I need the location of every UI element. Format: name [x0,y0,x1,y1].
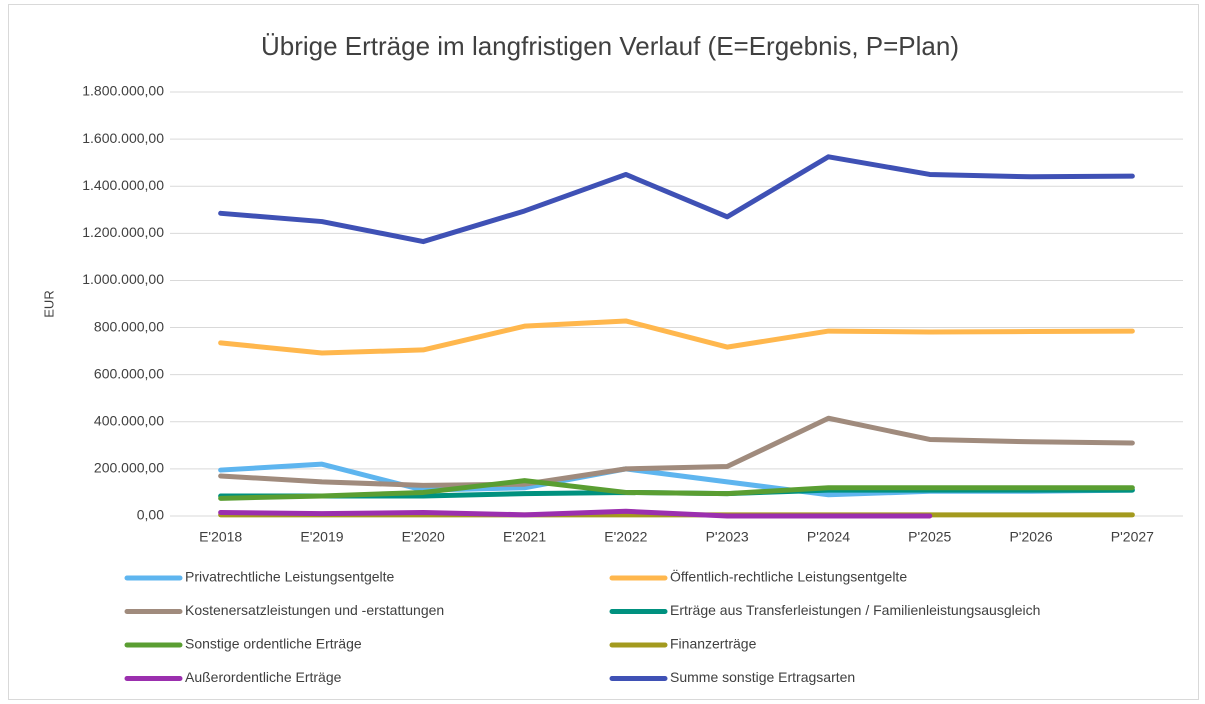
series-line [218,508,933,519]
legend-label: Öffentlich-rechtliche Leistungsentgelte [670,568,907,585]
y-tick-label: 1.800.000,00 [82,83,164,99]
x-tick-label: E'2018 [199,529,242,545]
series-line [218,478,1135,501]
x-tick-label: P'2026 [1009,529,1052,545]
y-tick-label: 600.000,00 [94,365,164,381]
x-tick-label: P'2023 [706,529,749,545]
legend-label: Außerordentliche Erträge [185,669,342,685]
chart-title: Übrige Erträge im langfristigen Verlauf … [261,31,959,61]
legend-label: Kostenersatzleistungen und -erstattungen [185,602,444,618]
x-tick-label: P'2027 [1111,529,1154,545]
legend-label: Summe sonstige Ertragsarten [670,669,855,685]
y-tick-label: 1.400.000,00 [82,177,164,193]
series-line [218,318,1135,356]
x-tick-label: E'2022 [604,529,647,545]
x-tick-label: E'2020 [402,529,445,545]
y-tick-label: 200.000,00 [94,460,164,476]
x-tick-label: E'2021 [503,529,546,545]
y-axis-label: EUR [41,290,56,317]
y-tick-label: 800.000,00 [94,318,164,334]
legend-label: Privatrechtliche Leistungsentgelte [185,569,395,585]
y-tick-label: 1.200.000,00 [82,224,164,240]
legend-label: Finanzerträge [670,636,757,652]
x-tick-label: E'2019 [300,529,343,545]
y-tick-label: 1.600.000,00 [82,130,164,146]
x-tick-label: P'2025 [908,529,951,545]
y-tick-label: 0,00 [137,507,164,523]
legend-label: Erträge aus Transferleistungen / Familie… [670,602,1040,618]
x-tick-label: P'2024 [807,529,850,545]
y-tick-label: 400.000,00 [94,412,164,428]
series-line [218,415,1135,488]
legend-label: Sonstige ordentliche Erträge [185,636,362,652]
y-tick-label: 1.000.000,00 [82,271,164,287]
chart-frame [8,4,1199,700]
series-line [218,154,1135,245]
